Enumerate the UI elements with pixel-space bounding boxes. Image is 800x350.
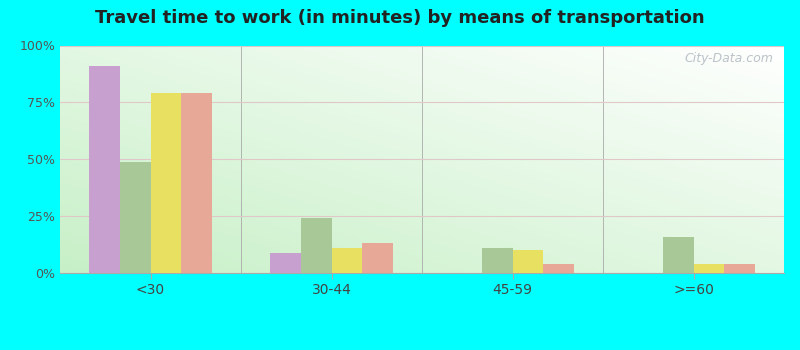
Text: City-Data.com: City-Data.com bbox=[684, 52, 773, 65]
Bar bbox=[724, 264, 755, 273]
Bar bbox=[89, 66, 120, 273]
Bar bbox=[694, 264, 724, 273]
Bar bbox=[513, 250, 543, 273]
Bar bbox=[120, 162, 150, 273]
Bar bbox=[150, 93, 182, 273]
Text: Travel time to work (in minutes) by means of transportation: Travel time to work (in minutes) by mean… bbox=[95, 9, 705, 27]
Bar bbox=[331, 248, 362, 273]
Bar bbox=[362, 244, 393, 273]
Bar bbox=[182, 93, 212, 273]
Bar bbox=[270, 253, 301, 273]
Bar bbox=[662, 237, 694, 273]
Bar bbox=[543, 264, 574, 273]
Bar bbox=[482, 248, 513, 273]
Bar bbox=[301, 218, 331, 273]
